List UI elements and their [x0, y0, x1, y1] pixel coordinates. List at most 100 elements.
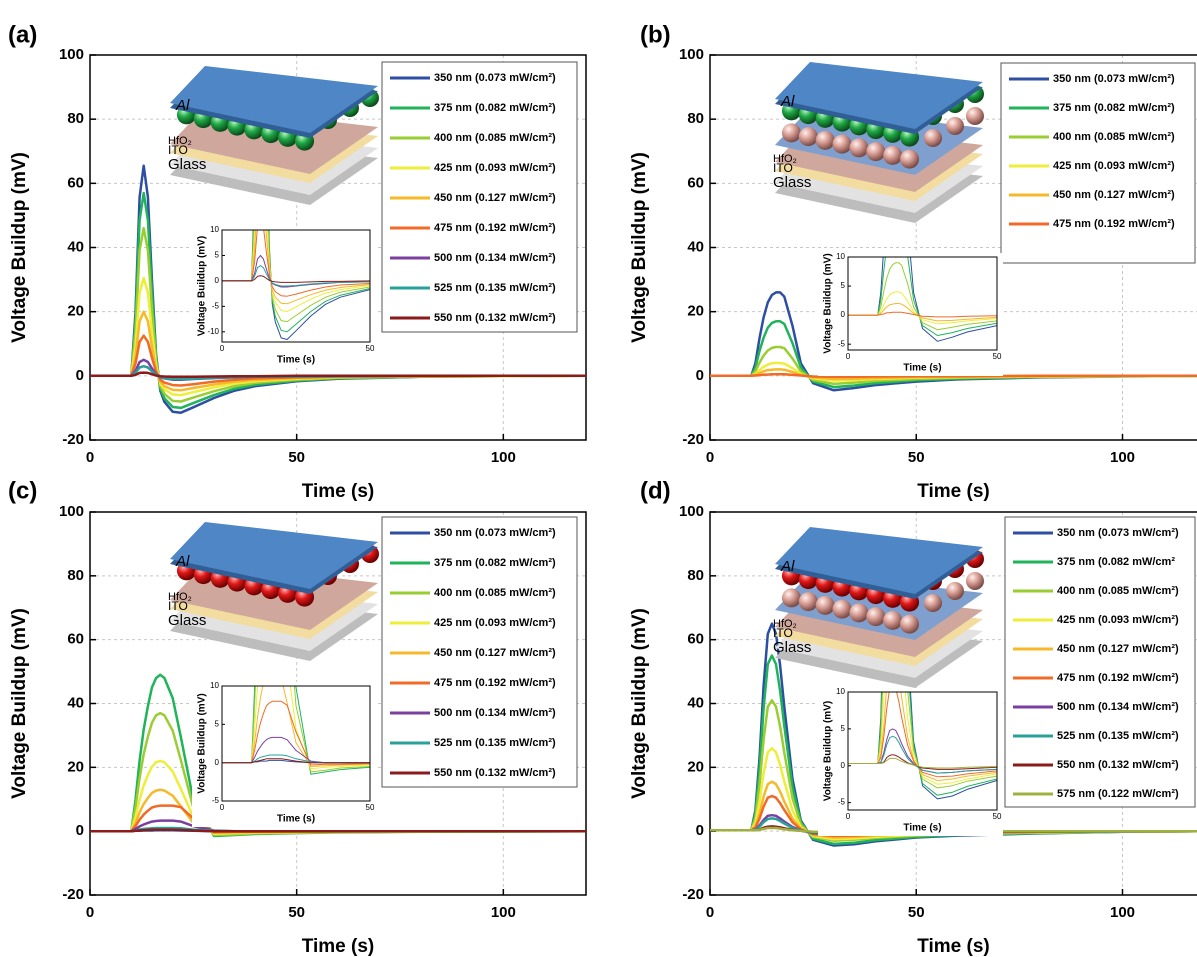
y-tick-label: -20 — [62, 886, 84, 903]
device-label: Al — [175, 97, 190, 114]
x-axis-title: Time (s) — [917, 481, 990, 502]
legend-label: 450 nm (0.127 mW/cm²) — [434, 647, 556, 659]
x-tick-label: 0 — [706, 449, 714, 466]
x-tick-label: 100 — [1110, 904, 1135, 921]
y-tick-label: -20 — [62, 431, 84, 448]
device-label: Al — [780, 93, 795, 110]
nanoparticle — [966, 572, 984, 590]
y-tick-label: 20 — [687, 303, 704, 320]
inset-series-group — [848, 257, 997, 342]
inset-y-axis-title: Voltage Buildup (mV) — [823, 701, 834, 801]
nanoparticle — [900, 149, 920, 169]
inset-background — [818, 688, 1003, 836]
inset-x-axis-title: Time (s) — [903, 823, 941, 834]
series-line — [222, 230, 370, 323]
legend-label: 350 nm (0.073 mW/cm²) — [434, 527, 556, 539]
legend-label: 500 nm (0.134 mW/cm²) — [434, 707, 556, 719]
legend-label: 525 nm (0.135 mW/cm²) — [1057, 730, 1179, 742]
y-tick-label: 40 — [687, 238, 704, 255]
series-line — [222, 758, 370, 764]
series-line — [222, 736, 370, 764]
device-label: Glass — [168, 156, 206, 173]
legend-label: 375 nm (0.082 mW/cm²) — [434, 557, 556, 569]
device-label: Al — [780, 558, 795, 575]
series-line — [222, 700, 370, 766]
inset-y-axis-title: Voltage Buildup (mV) — [823, 253, 834, 353]
series-line — [222, 686, 370, 767]
legend-label: 375 nm (0.082 mW/cm²) — [1053, 102, 1175, 114]
series-line — [222, 275, 370, 283]
series-line — [848, 735, 997, 774]
y-tick-label: 60 — [67, 631, 84, 648]
x-axis-title: Time (s) — [302, 481, 375, 502]
inset-y-tick-label: -5 — [212, 301, 220, 310]
legend-label: 425 nm (0.093 mW/cm²) — [1053, 160, 1175, 172]
inset-x-tick-label: 50 — [366, 803, 375, 812]
device-label: HfO₂ — [773, 618, 797, 630]
device-label: Glass — [168, 612, 206, 629]
legend-label: 400 nm (0.085 mW/cm²) — [1057, 585, 1179, 597]
y-tick-label: 100 — [59, 503, 84, 520]
legend-label: 400 nm (0.085 mW/cm²) — [434, 132, 556, 144]
y-tick-label: 80 — [687, 110, 704, 127]
legend-label: 525 nm (0.135 mW/cm²) — [434, 282, 556, 294]
series-line — [848, 257, 997, 336]
nanoparticle — [798, 127, 818, 147]
y-tick-label: 0 — [696, 822, 704, 839]
inset-frame — [221, 685, 371, 802]
nanoparticle — [924, 594, 942, 612]
legend-label: 400 nm (0.085 mW/cm²) — [1053, 131, 1175, 143]
y-tick-label: 100 — [679, 46, 704, 63]
series-line — [222, 230, 370, 305]
legend-label: 550 nm (0.132 mW/cm²) — [1057, 759, 1179, 771]
inset-y-axis-title: Voltage Buildup (mV) — [197, 236, 208, 336]
nanoparticle — [966, 107, 984, 125]
x-tick-label: 0 — [86, 904, 94, 921]
series-line — [710, 372, 1197, 379]
series-line — [848, 728, 997, 774]
series-group — [710, 291, 1197, 392]
device-label: HfO₂ — [773, 153, 797, 165]
series-line — [848, 754, 997, 770]
legend: 350 nm (0.073 mW/cm²) 375 nm (0.082 mW/cm… — [381, 516, 578, 788]
y-tick-label: 20 — [687, 758, 704, 775]
nanoparticle — [924, 129, 942, 147]
legend-label: 475 nm (0.192 mW/cm²) — [1053, 218, 1175, 230]
nanoparticle — [832, 599, 852, 619]
x-tick-label: 50 — [908, 904, 925, 921]
legend-label: 450 nm (0.127 mW/cm²) — [1057, 643, 1179, 655]
legend-label: 450 nm (0.127 mW/cm²) — [434, 192, 556, 204]
legend-label: 575 nm (0.122 mW/cm²) — [1057, 788, 1179, 800]
y-tick-label: 0 — [696, 367, 704, 384]
series-line — [848, 303, 997, 322]
legend-label: 450 nm (0.127 mW/cm²) — [1053, 189, 1175, 201]
y-tick-label: -20 — [682, 431, 704, 448]
nanoparticle — [946, 117, 964, 135]
legend-label: 425 nm (0.093 mW/cm²) — [434, 162, 556, 174]
x-tick-label: 100 — [491, 904, 516, 921]
nanoparticle — [815, 130, 835, 150]
nanoparticle — [815, 595, 835, 615]
plot-frame — [709, 54, 1197, 441]
legend-label: 425 nm (0.093 mW/cm²) — [1057, 614, 1179, 626]
nanoparticle — [849, 603, 869, 623]
x-tick-label: 50 — [288, 449, 305, 466]
legend: 350 nm (0.073 mW/cm²) 375 nm (0.082 mW/cm… — [381, 61, 578, 333]
x-axis-title: Time (s) — [302, 936, 375, 957]
y-axis-title: Voltage Buildup (mV) — [9, 152, 30, 343]
al-electrode — [775, 527, 983, 594]
y-tick-label: 60 — [687, 631, 704, 648]
legend: 350 nm (0.073 mW/cm²) 375 nm (0.082 mW/cm… — [1004, 516, 1196, 808]
series-group — [90, 673, 586, 838]
inset-y-tick-label: 10 — [210, 681, 219, 690]
y-tick-label: 40 — [67, 694, 84, 711]
inset-y-tick-label: 5 — [841, 724, 846, 733]
series-line — [848, 692, 997, 781]
series-line — [222, 230, 370, 312]
legend: 350 nm (0.073 mW/cm²) 375 nm (0.082 mW/cm… — [1000, 62, 1196, 264]
